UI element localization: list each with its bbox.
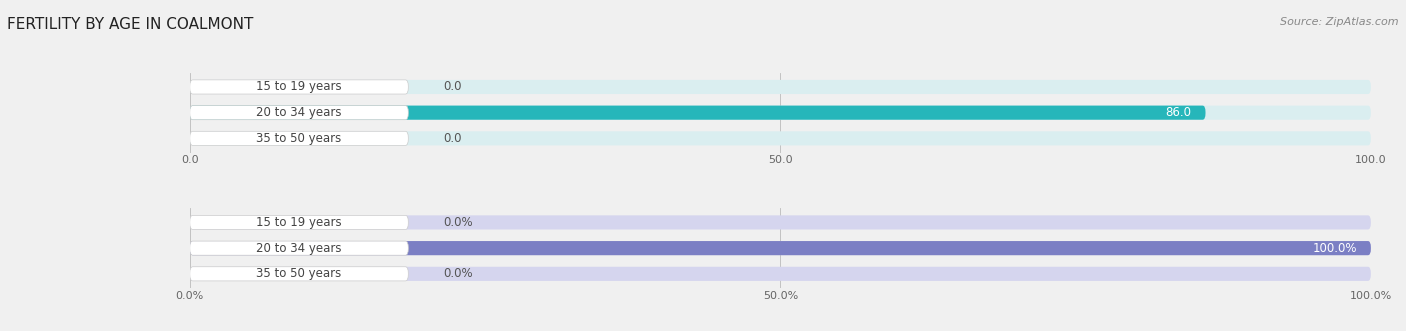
Text: 35 to 50 years: 35 to 50 years xyxy=(256,132,342,145)
FancyBboxPatch shape xyxy=(190,267,408,281)
Text: 20 to 34 years: 20 to 34 years xyxy=(256,106,342,119)
FancyBboxPatch shape xyxy=(190,241,1371,255)
Text: Source: ZipAtlas.com: Source: ZipAtlas.com xyxy=(1281,17,1399,26)
Text: FERTILITY BY AGE IN COALMONT: FERTILITY BY AGE IN COALMONT xyxy=(7,17,253,31)
FancyBboxPatch shape xyxy=(190,131,408,145)
Text: 100.0%: 100.0% xyxy=(1312,242,1357,255)
Text: 15 to 19 years: 15 to 19 years xyxy=(256,216,342,229)
FancyBboxPatch shape xyxy=(190,267,1371,281)
FancyBboxPatch shape xyxy=(190,131,1371,145)
Text: 0.0: 0.0 xyxy=(444,80,463,93)
FancyBboxPatch shape xyxy=(190,215,1371,229)
FancyBboxPatch shape xyxy=(190,215,408,229)
FancyBboxPatch shape xyxy=(190,241,408,255)
FancyBboxPatch shape xyxy=(190,80,408,94)
FancyBboxPatch shape xyxy=(190,106,408,120)
Text: 86.0: 86.0 xyxy=(1166,106,1191,119)
Text: 35 to 50 years: 35 to 50 years xyxy=(256,267,342,280)
FancyBboxPatch shape xyxy=(190,106,1371,120)
FancyBboxPatch shape xyxy=(190,106,1205,120)
Text: 0.0: 0.0 xyxy=(444,132,463,145)
Text: 0.0%: 0.0% xyxy=(444,267,474,280)
FancyBboxPatch shape xyxy=(190,241,1371,255)
FancyBboxPatch shape xyxy=(190,80,1371,94)
Text: 0.0%: 0.0% xyxy=(444,216,474,229)
Text: 20 to 34 years: 20 to 34 years xyxy=(256,242,342,255)
Text: 15 to 19 years: 15 to 19 years xyxy=(256,80,342,93)
